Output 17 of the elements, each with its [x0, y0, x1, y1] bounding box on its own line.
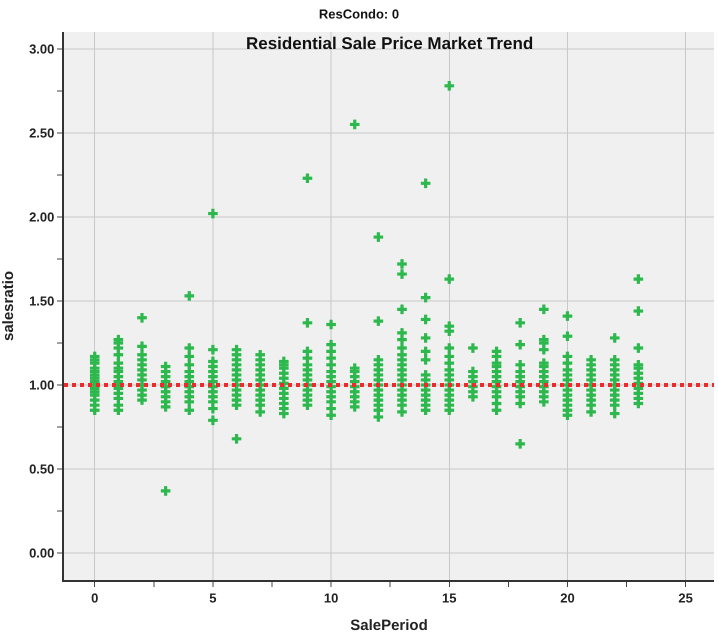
chart-title: ResCondo: 0 [318, 6, 400, 22]
text: 0.00 [29, 546, 54, 561]
x-tick-label: 15 [442, 590, 457, 606]
chart-subtitle: Residential Sale Price Market Trend [246, 34, 534, 53]
x-tick-label: 5 [209, 590, 217, 606]
x-tick-label: 10 [324, 590, 338, 606]
y-tick-label: 1.00 [29, 378, 54, 393]
y-tick-label: 3.00 [29, 41, 54, 56]
x-tick-label: 20 [560, 590, 575, 606]
y-tick-label: 0.50 [29, 462, 54, 477]
y-tick-label: 1.50 [29, 294, 54, 309]
y-tick-label: 2.50 [29, 125, 54, 140]
x-axis-title: SalePeriod [350, 617, 428, 634]
y-tick-label: 2.00 [29, 209, 54, 224]
x-tick-label: 25 [678, 590, 693, 606]
y-axis-title: salesratio [0, 270, 17, 342]
x-tick-label: 0 [91, 590, 98, 606]
